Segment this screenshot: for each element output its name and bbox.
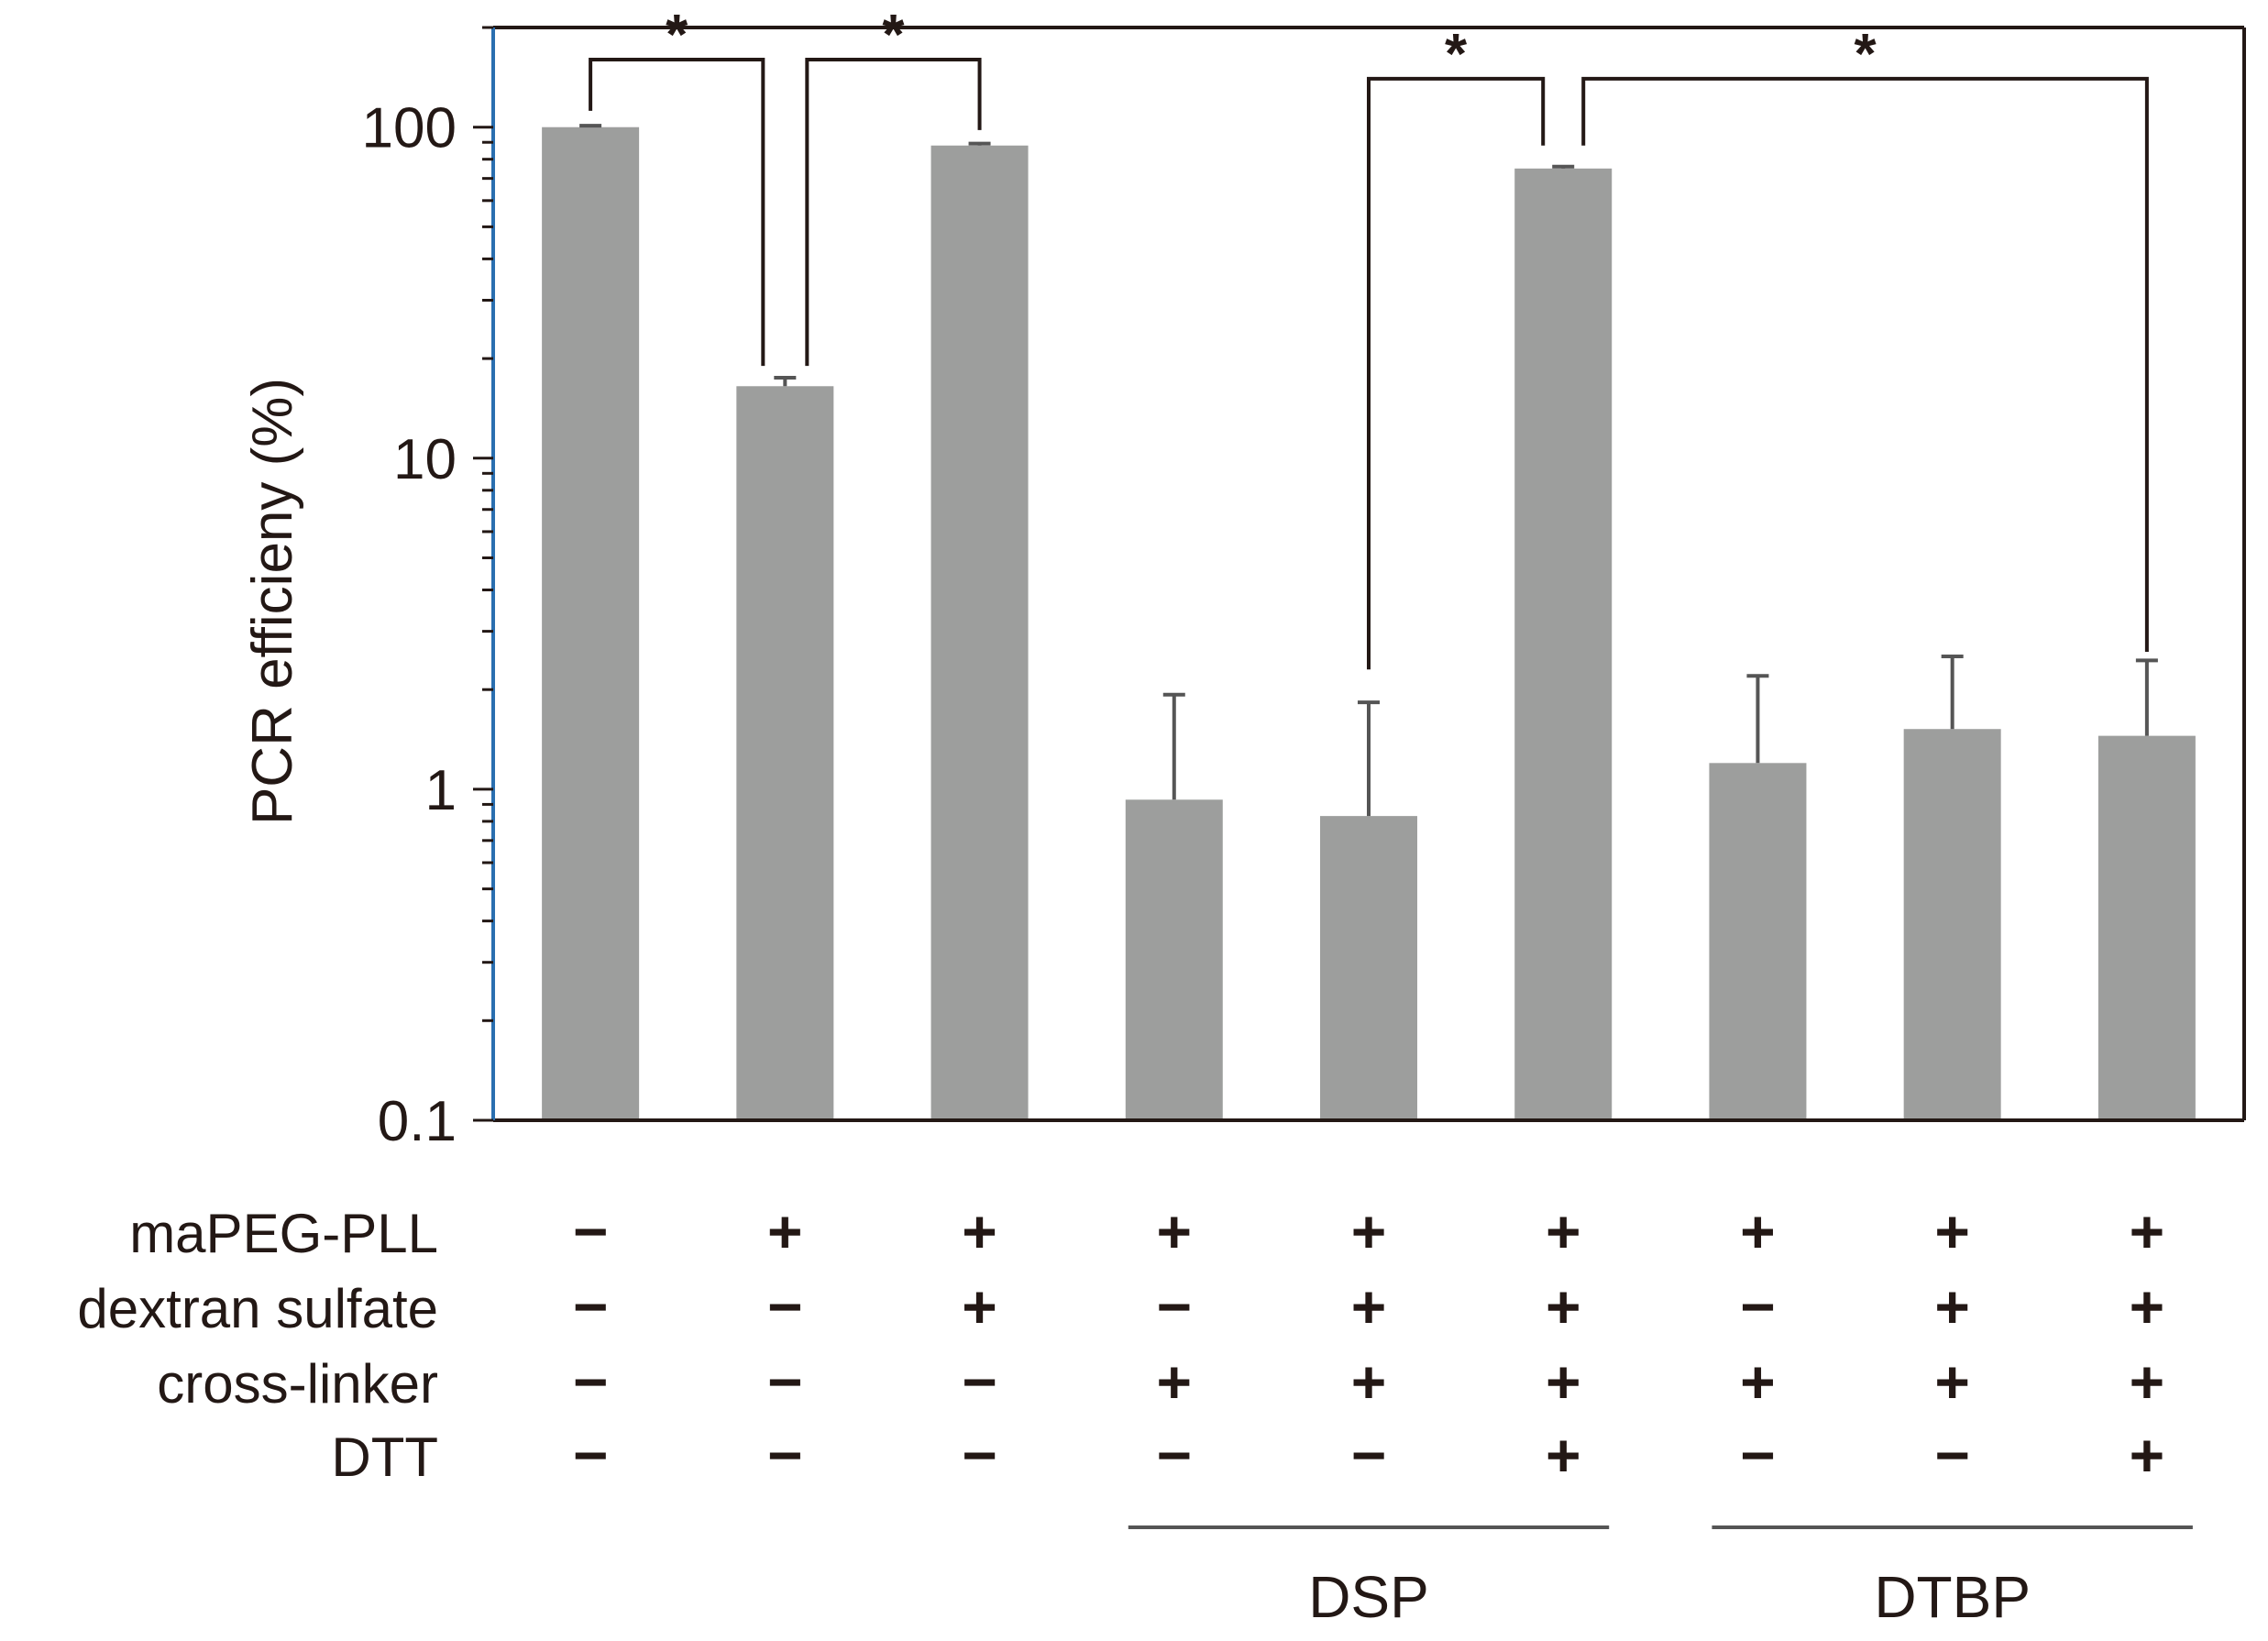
condition-sign: − <box>573 1348 609 1415</box>
condition-sign: + <box>1934 1348 1970 1415</box>
condition-sign: + <box>1740 1197 1776 1265</box>
condition-label: maPEG-PLL <box>129 1203 438 1264</box>
condition-sign: + <box>1157 1348 1193 1415</box>
bar-5 <box>1320 816 1417 1120</box>
condition-sign: + <box>2130 1272 2165 1340</box>
y-tick-label: 1 <box>425 759 457 822</box>
condition-sign: − <box>1740 1272 1776 1340</box>
condition-sign: + <box>962 1197 997 1265</box>
condition-sign: − <box>1934 1421 1970 1489</box>
y-tick-label: 0.1 <box>378 1090 457 1153</box>
y-axis-title: PCR efficieny (%) <box>241 378 304 825</box>
condition-sign: + <box>1934 1197 1970 1265</box>
condition-sign: + <box>1546 1272 1581 1340</box>
bar-1 <box>542 127 640 1120</box>
condition-sign: + <box>1934 1272 1970 1340</box>
condition-sign: + <box>962 1272 997 1340</box>
condition-sign: + <box>1351 1348 1387 1415</box>
bar-9 <box>2097 735 2196 1120</box>
condition-sign: − <box>573 1421 609 1489</box>
condition-sign: + <box>1740 1348 1776 1415</box>
significance-star-3: * <box>1445 23 1468 86</box>
condition-sign: + <box>1546 1348 1581 1415</box>
condition-sign: − <box>1157 1421 1193 1489</box>
group-label-dtbp: DTBP <box>1874 1564 2031 1630</box>
condition-label: DTT <box>331 1426 438 1488</box>
condition-sign: + <box>2130 1348 2165 1415</box>
condition-sign: − <box>1157 1272 1193 1340</box>
condition-label: dextran sulfate <box>77 1278 438 1339</box>
condition-sign: + <box>2130 1421 2165 1489</box>
condition-sign: − <box>767 1272 803 1340</box>
bar-7 <box>1709 763 1807 1120</box>
y-tick-label: 10 <box>393 428 457 491</box>
condition-sign: − <box>1351 1421 1387 1489</box>
condition-sign: + <box>767 1197 803 1265</box>
condition-sign: + <box>1157 1197 1193 1265</box>
condition-sign: + <box>1546 1421 1581 1489</box>
bar-6 <box>1514 168 1613 1121</box>
condition-sign: − <box>1740 1421 1776 1489</box>
significance-bracket-1 <box>589 57 765 367</box>
bar-2 <box>736 386 834 1121</box>
condition-sign: − <box>573 1197 609 1265</box>
condition-label: cross-linker <box>157 1353 438 1415</box>
y-tick-label: 100 <box>362 97 457 160</box>
condition-sign: − <box>573 1272 609 1340</box>
bar-4 <box>1125 799 1223 1120</box>
condition-sign: + <box>1351 1272 1387 1340</box>
condition-sign: + <box>2130 1197 2165 1265</box>
condition-sign: − <box>767 1421 803 1489</box>
bar-8 <box>1903 729 2001 1120</box>
condition-sign: − <box>767 1348 803 1415</box>
bar-3 <box>930 145 1029 1120</box>
condition-sign: − <box>962 1421 997 1489</box>
condition-sign: + <box>1351 1197 1387 1265</box>
condition-sign: − <box>962 1348 997 1415</box>
significance-bracket-2 <box>805 57 982 367</box>
significance-star-1: * <box>666 4 688 67</box>
condition-sign: + <box>1546 1197 1581 1265</box>
significance-star-4: * <box>1854 23 1877 86</box>
significance-star-2: * <box>882 4 905 67</box>
significance-bracket-4 <box>1581 76 2149 653</box>
significance-bracket-3 <box>1367 76 1546 670</box>
group-label-dsp: DSP <box>1308 1564 1429 1630</box>
